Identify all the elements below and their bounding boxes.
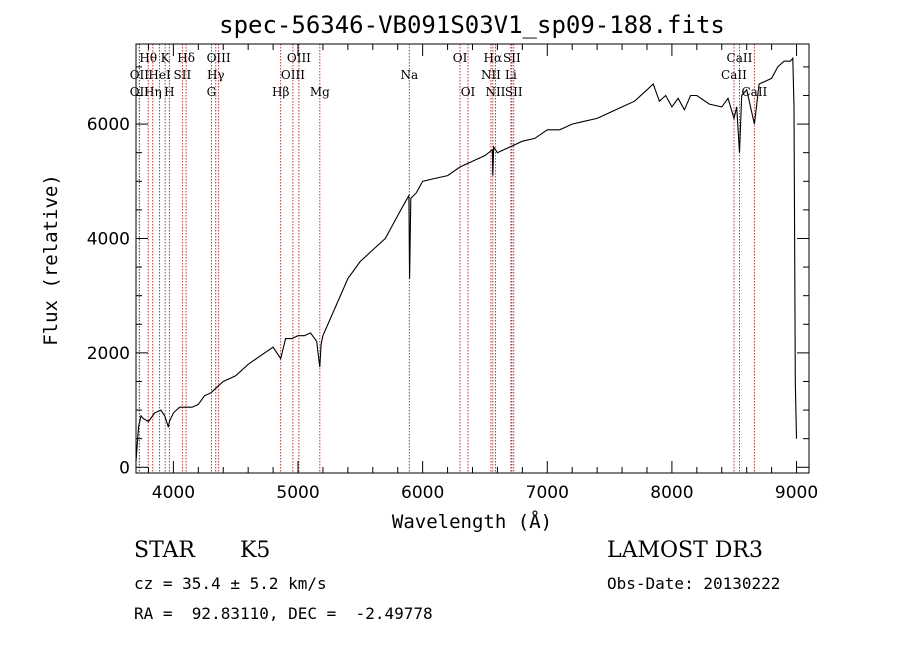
x-tick-label: 9000 bbox=[775, 483, 818, 503]
spectral-line-label: OI bbox=[461, 85, 476, 99]
chart-title: spec-56346-VB091S03V1_sp09-188.fits bbox=[219, 11, 725, 39]
axis-ticks: 4000 5000 6000 7000 8000 9000 0 2000 4000 6000 bbox=[87, 44, 818, 503]
spectrum-series-line bbox=[135, 56, 798, 462]
spectral-line-label: OIII bbox=[207, 51, 231, 65]
spectral-line-label: Hδ bbox=[177, 51, 195, 65]
spectral-line-label: H bbox=[164, 85, 174, 99]
spectral-line-label: Hη bbox=[144, 85, 162, 99]
object-class: STAR bbox=[134, 538, 195, 563]
plot-frame bbox=[135, 43, 810, 474]
spectral-line-label: NII bbox=[481, 68, 501, 82]
spectral-line-label: G bbox=[207, 85, 217, 99]
spectral-line-label: OIII bbox=[287, 51, 311, 65]
coordinates: RA = 92.83110, DEC = -2.49778 bbox=[134, 604, 433, 623]
spectral-line-label: Hθ bbox=[139, 51, 157, 65]
spectral-line-label: OII bbox=[130, 85, 150, 99]
observation-date: Obs-Date: 20130222 bbox=[607, 574, 781, 593]
x-tick-label: 4000 bbox=[152, 483, 195, 503]
y-tick-label: 4000 bbox=[87, 229, 130, 249]
spectral-line-label: Hγ bbox=[207, 68, 225, 82]
spectral-line-label: SII bbox=[505, 85, 523, 99]
y-tick-label: 6000 bbox=[87, 115, 130, 135]
spectral-line-label: HeI bbox=[148, 68, 171, 82]
spectral-line-label: Hβ bbox=[272, 85, 289, 99]
spectral-line-label: SII bbox=[503, 51, 521, 65]
survey-name: LAMOST DR3 bbox=[607, 538, 763, 563]
spectral-line-label: OIII bbox=[281, 68, 305, 82]
x-tick-label: 8000 bbox=[650, 483, 693, 503]
y-tick-label: 0 bbox=[119, 458, 130, 478]
spectral-line-label: Mg bbox=[310, 85, 330, 99]
spectral-line-label: CaII bbox=[727, 51, 753, 65]
x-axis-label: Wavelength (Å) bbox=[392, 510, 552, 533]
spectral-line-label: CaII bbox=[721, 68, 747, 82]
spectral-line-label: SII bbox=[174, 68, 192, 82]
y-axis-label: Flux (relative) bbox=[40, 174, 62, 346]
redshift-cz: cz = 35.4 ± 5.2 km/s bbox=[134, 574, 327, 593]
spectral-line-label: OI bbox=[453, 51, 468, 65]
spectral-line-label: Hα bbox=[484, 51, 503, 65]
x-tick-label: 6000 bbox=[401, 483, 444, 503]
spectral-line-label: OII bbox=[130, 68, 150, 82]
spectral-line-label: Na bbox=[400, 68, 418, 82]
spectral-line-label: Li bbox=[505, 68, 517, 82]
x-tick-label: 7000 bbox=[526, 483, 569, 503]
spectral-subclass: K5 bbox=[240, 538, 271, 563]
x-tick-label: 5000 bbox=[276, 483, 319, 503]
y-tick-label: 2000 bbox=[87, 344, 130, 364]
spectral-line-markers bbox=[138, 44, 755, 473]
spectral-line-label: K bbox=[161, 51, 171, 65]
spectral-line-label: NII bbox=[485, 85, 505, 99]
